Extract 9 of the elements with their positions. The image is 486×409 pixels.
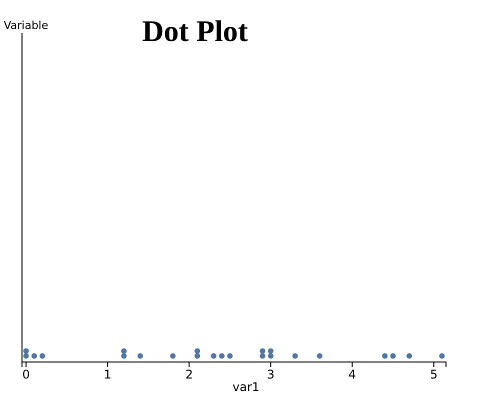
- x-tick-label: 4: [348, 368, 356, 382]
- x-tick-label: 2: [185, 368, 193, 382]
- x-tick-label: 1: [104, 368, 112, 382]
- chart-title: Dot Plot: [142, 15, 248, 48]
- x-tick-label: 3: [266, 368, 275, 382]
- x-axis-title: var1: [232, 380, 260, 394]
- x-tick-label: 0: [22, 368, 30, 382]
- text: Variable: [4, 19, 48, 32]
- x-tick-label: 5: [430, 368, 438, 382]
